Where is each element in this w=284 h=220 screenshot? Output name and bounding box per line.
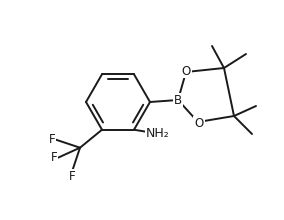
Text: O: O xyxy=(194,117,204,130)
Text: NH₂: NH₂ xyxy=(146,127,170,140)
Text: F: F xyxy=(51,151,57,164)
Text: F: F xyxy=(49,133,55,146)
Text: O: O xyxy=(181,64,191,77)
Text: B: B xyxy=(174,94,182,106)
Text: F: F xyxy=(69,170,75,183)
